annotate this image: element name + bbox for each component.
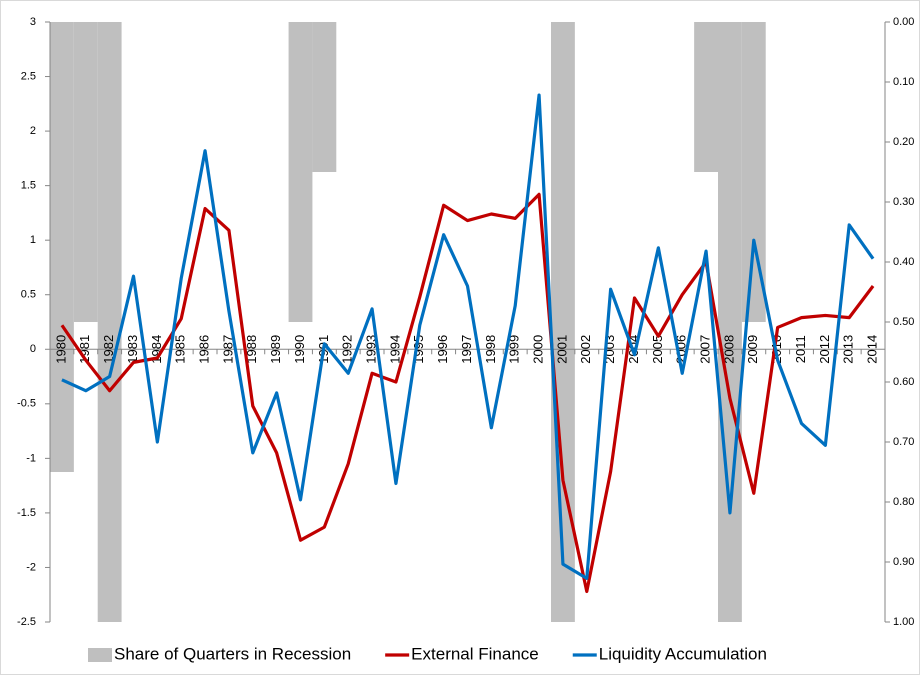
bar [694, 22, 718, 172]
y2-tick-label: 0.30 [893, 196, 914, 208]
y2-tick-label: 0.70 [893, 436, 914, 448]
bar [50, 22, 74, 472]
bar [73, 22, 98, 322]
legend-swatch [88, 648, 112, 662]
bar [718, 22, 742, 622]
y-tick-label: 2.5 [21, 70, 36, 82]
x-tick-label: 1989 [268, 335, 283, 364]
x-tick-label: 1982 [101, 335, 116, 364]
x-tick-label: 1999 [507, 335, 522, 364]
x-tick-label: 1994 [387, 335, 402, 364]
bar [288, 22, 313, 322]
bar [741, 22, 766, 322]
line [61, 93, 875, 580]
x-tick-label: 2014 [865, 335, 880, 364]
y2-tick-label: 0.90 [893, 556, 914, 568]
x-tick-label: 2002 [578, 335, 593, 364]
y2-tick-label: 0.60 [893, 376, 914, 388]
x-tick-label: 2007 [698, 335, 713, 364]
y-tick-label: 2 [30, 125, 36, 137]
x-tick-label: 1986 [197, 335, 212, 364]
legend-label: Share of Quarters in Recession [114, 644, 351, 663]
x-tick-label: 1992 [340, 335, 355, 364]
y-tick-label: 1.5 [21, 180, 36, 192]
bar [551, 22, 575, 622]
x-tick-label: 1988 [244, 335, 259, 364]
y-tick-label: -0.5 [17, 398, 36, 410]
bar [312, 22, 337, 172]
bar [97, 22, 122, 622]
y-tick-label: -1.5 [17, 507, 36, 519]
y2-tick-label: 0.10 [893, 76, 914, 88]
x-tick-label: 1990 [292, 335, 307, 364]
x-tick-label: 2013 [841, 335, 856, 364]
x-tick-label: 1996 [435, 335, 450, 364]
legend-label: Liquidity Accumulation [599, 644, 767, 663]
x-tick-label: 1980 [53, 335, 68, 364]
x-tick-label: 1998 [483, 335, 498, 364]
y-tick-label: -1 [26, 452, 36, 464]
x-tick-label: 2005 [650, 335, 665, 364]
y2-tick-label: 0.80 [893, 496, 914, 508]
x-tick-label: 2009 [745, 335, 760, 364]
x-tick-label: 1985 [173, 335, 188, 364]
y-tick-label: 1 [30, 234, 36, 246]
y-tick-label: 0.5 [21, 289, 36, 301]
x-tick-label: 1987 [220, 335, 235, 364]
y2-tick-label: 0.50 [893, 316, 914, 328]
x-tick-label: 2000 [531, 335, 546, 364]
x-tick-label: 1993 [364, 335, 379, 364]
y2-tick-label: 0.40 [893, 256, 914, 268]
x-tick-label: 1997 [459, 335, 474, 364]
x-tick-label: 1981 [77, 335, 92, 364]
y-tick-label: -2.5 [17, 616, 36, 628]
y2-tick-label: 1.00 [893, 616, 914, 628]
y2-tick-label: 0.00 [893, 16, 914, 28]
y-tick-label: 3 [30, 16, 36, 28]
y-tick-label: 0 [30, 343, 36, 355]
x-tick-label: 2001 [554, 335, 569, 364]
x-tick-label: 2011 [793, 335, 808, 363]
y2-tick-label: 0.20 [893, 136, 914, 148]
x-tick-label: 1983 [125, 335, 140, 364]
x-tick-label: 2008 [721, 335, 736, 364]
x-tick-label: 2012 [817, 335, 832, 364]
y-tick-label: -2 [26, 561, 36, 573]
legend-label: External Finance [411, 644, 539, 663]
